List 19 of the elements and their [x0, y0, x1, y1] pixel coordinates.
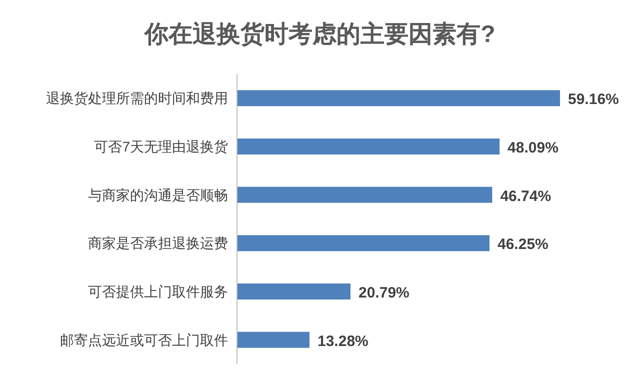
- data-label: 46.74%: [500, 188, 552, 205]
- y-tick-label: 商家是否承担退换运费: [88, 235, 228, 252]
- data-label: 20.79%: [358, 284, 410, 302]
- bar: [237, 235, 490, 252]
- bar: [237, 186, 492, 203]
- data-label: 13.28%: [318, 332, 368, 350]
- bar: [237, 332, 310, 348]
- y-tick-label: 可否7天无理由退换货: [94, 138, 228, 154]
- data-label: 46.25%: [498, 236, 548, 254]
- bar: [237, 284, 351, 300]
- y-tick-label: 可否提供上门取件服务: [88, 284, 228, 300]
- data-label: 59.16%: [568, 91, 619, 108]
- y-tick-label: 与商家的沟通是否顺畅: [88, 186, 228, 203]
- y-tick-label: 退换货处理所需的时间和费用: [46, 90, 228, 106]
- chart-title: 你在退换货时考虑的主要因素有?: [144, 20, 496, 48]
- bar: [237, 90, 560, 106]
- bar: [237, 138, 500, 154]
- data-label: 48.09%: [508, 140, 558, 156]
- y-tick-label: 邮寄点远近或可否上门取件: [60, 332, 228, 348]
